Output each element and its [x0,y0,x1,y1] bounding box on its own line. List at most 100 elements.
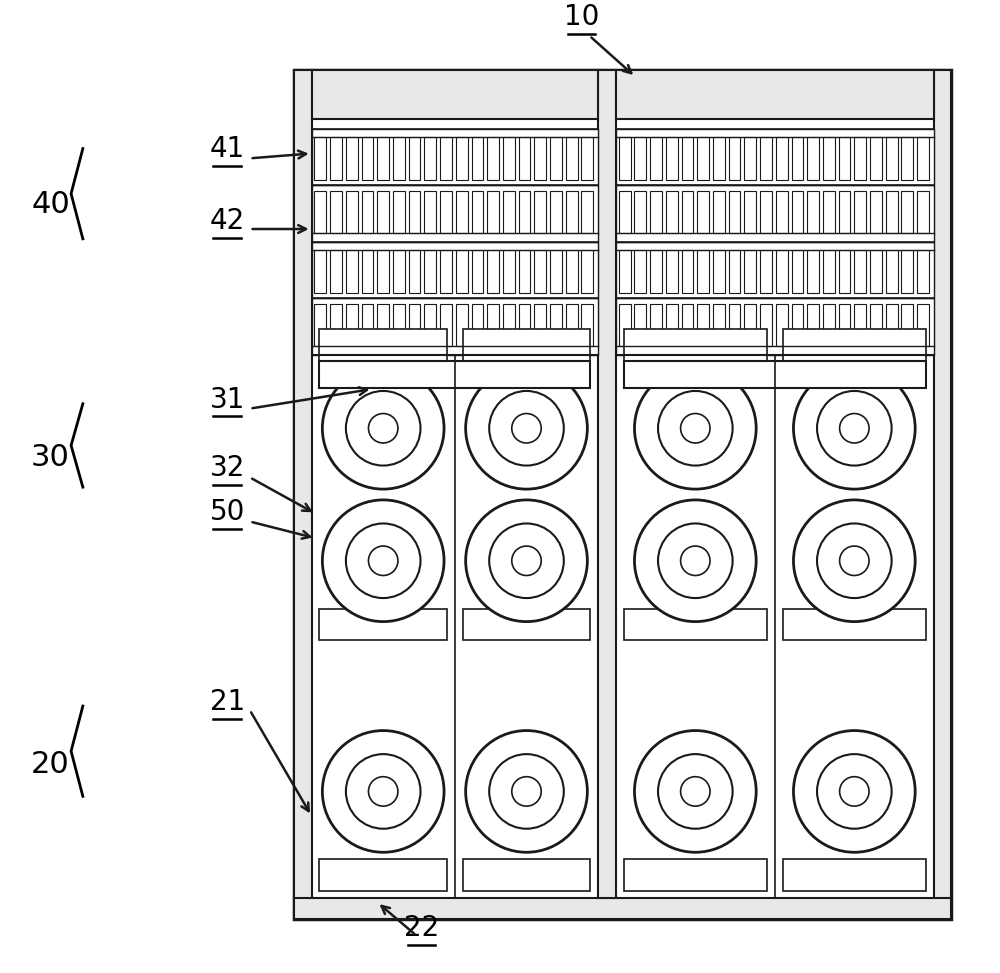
Bar [760,137,772,180]
Bar [807,250,819,293]
Bar [839,137,850,180]
Bar [550,137,562,180]
Bar [534,250,546,293]
Bar [362,304,373,346]
Bar [666,191,678,234]
Bar [534,304,546,346]
Bar [393,304,405,346]
Circle shape [817,523,892,598]
Bar [619,250,631,293]
Bar [624,859,767,890]
Bar [377,250,389,293]
Bar [616,241,934,298]
Text: 40: 40 [31,190,70,219]
Bar [424,304,436,346]
Bar [393,250,405,293]
Bar [424,191,436,234]
Bar [312,241,598,298]
Bar [650,250,662,293]
Bar [650,191,662,234]
Bar [456,137,468,180]
Text: 22: 22 [404,914,439,942]
Bar [566,191,578,234]
Bar [472,191,483,234]
Bar [729,191,740,234]
Bar [314,137,326,180]
Bar [870,191,882,234]
Bar [330,304,342,346]
Bar [581,137,593,180]
Bar [697,191,709,234]
Bar [312,70,598,119]
Bar [377,191,389,234]
Bar [319,361,590,388]
Bar [624,329,767,361]
Circle shape [512,546,541,575]
Bar [503,137,515,180]
Bar [870,137,882,180]
Text: 50: 50 [209,498,245,526]
Circle shape [634,731,756,852]
Bar [901,304,913,346]
Bar [807,137,819,180]
Bar [839,250,850,293]
Circle shape [681,546,710,575]
Bar [294,70,312,919]
Bar [886,250,898,293]
Bar [566,137,578,180]
Circle shape [368,546,398,575]
Bar [886,304,898,346]
Bar [634,304,646,346]
Bar [682,250,693,293]
Bar [503,191,515,234]
Bar [362,137,373,180]
Bar [440,304,452,346]
Bar [934,70,951,919]
Bar [729,250,740,293]
Circle shape [634,368,756,489]
Bar [312,185,598,241]
Bar [776,250,788,293]
Bar [377,137,389,180]
Bar [744,304,756,346]
Bar [616,185,934,241]
Bar [682,137,693,180]
Circle shape [368,776,398,807]
Bar [776,191,788,234]
Circle shape [322,500,444,622]
Bar [409,304,420,346]
Bar [870,304,882,346]
Text: 21: 21 [210,688,245,716]
Circle shape [840,414,869,443]
Bar [346,137,358,180]
Bar [346,250,358,293]
Bar [760,304,772,346]
Bar [682,304,693,346]
Bar [792,250,803,293]
Bar [312,128,598,185]
Bar [823,304,835,346]
Bar [886,137,898,180]
Bar [472,137,483,180]
Bar [330,191,342,234]
Bar [783,859,926,890]
Bar [314,191,326,234]
Bar [870,250,882,293]
Circle shape [346,523,420,598]
Circle shape [512,414,541,443]
Bar [729,137,740,180]
Circle shape [346,391,420,465]
Bar [697,137,709,180]
Bar [634,137,646,180]
Bar [294,70,951,919]
Bar [666,250,678,293]
Bar [854,250,866,293]
Circle shape [346,754,420,829]
Bar [634,250,646,293]
Bar [409,191,420,234]
Bar [776,304,788,346]
Bar [729,304,740,346]
Bar [917,137,929,180]
Bar [650,304,662,346]
Bar [823,137,835,180]
